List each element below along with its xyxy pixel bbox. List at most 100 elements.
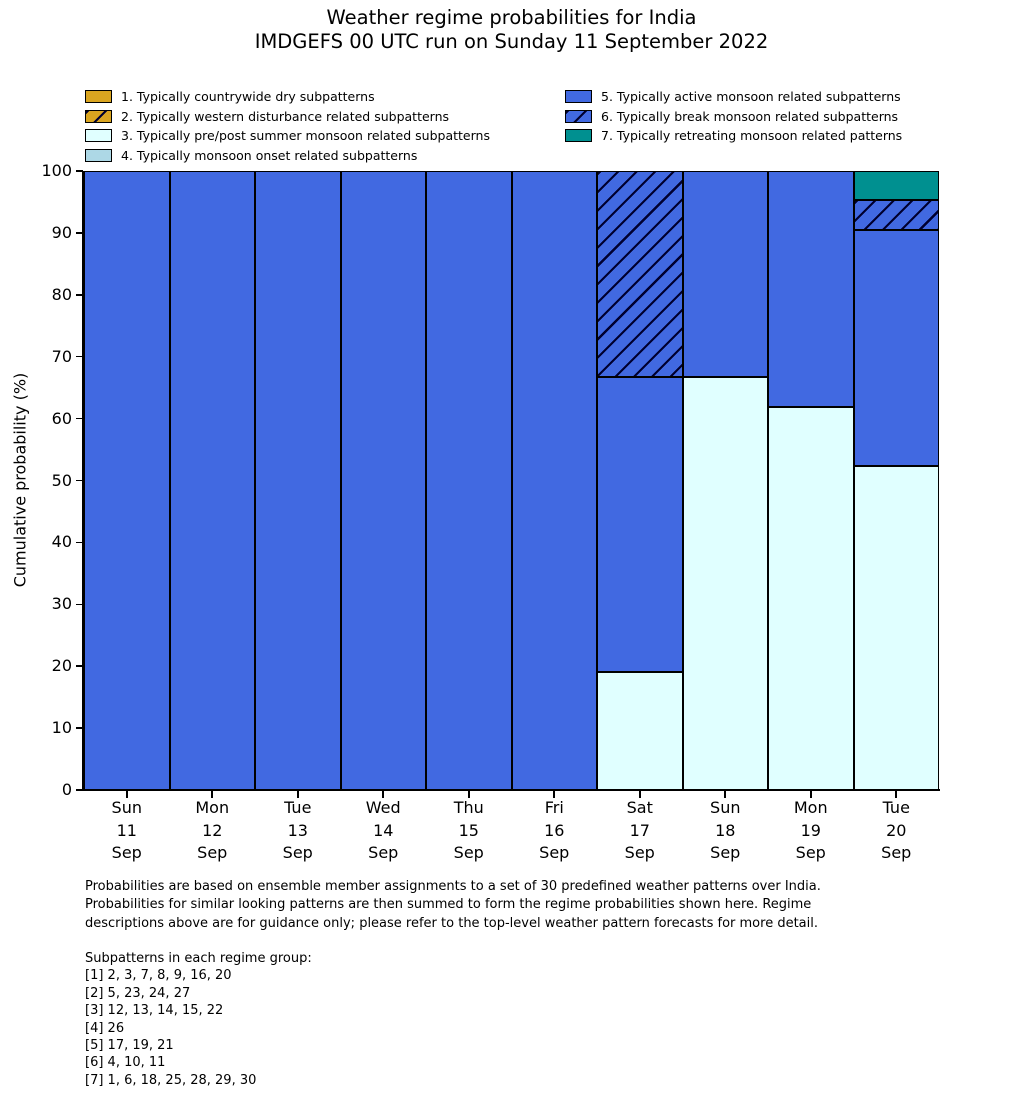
x-tick-label-day: Mon [793,798,828,817]
subpattern-group-line: [2] 5, 23, 24, 27 [85,985,191,1001]
bar-segment-regime-5 [340,171,426,790]
footnote-text: Probabilities are based on ensemble memb… [85,878,821,933]
bar-segment-regime-3 [682,377,768,790]
bar-segment-regime-7 [853,171,939,201]
x-tick-label-day: Tue [882,798,910,817]
x-tick-label-date: 18 [715,820,736,840]
bar-fri-16sep [511,171,597,790]
bar-sat-17sep [597,171,683,790]
bar-segment-regime-6 [853,200,939,230]
bar-segment-regime-6 [597,171,683,378]
x-tick-mark [724,791,727,798]
y-tick-mark [75,541,83,544]
legend-label: 7. Typically retreating monsoon related … [601,128,903,144]
x-tick-label-date: 14 [373,820,394,840]
y-tick-mark [75,603,83,606]
x-tick-label: Sat 17 Sep [597,797,683,865]
legend-label: 6. Typically break monsoon related subpa… [601,108,899,124]
legend-swatch [565,109,592,123]
y-tick-label: 70 [51,346,72,366]
y-tick-label: 50 [51,470,72,490]
x-axis-spine [82,789,941,791]
chart-title: Weather regime probabilities for India I… [84,6,939,54]
x-tick-label-month: Sep [795,843,826,862]
bar-segment-regime-5 [169,171,255,790]
x-tick-label-day: Sun [111,798,142,817]
x-tick-label-date: 19 [800,820,821,840]
x-tick-label-month: Sep [710,843,741,862]
x-tick-mark [895,791,898,798]
x-tick-label-month: Sep [539,843,570,862]
legend-swatch [85,129,112,143]
subpattern-group-line: [5] 17, 19, 21 [85,1038,174,1054]
x-tick-mark [211,791,214,798]
y-tick-label: 40 [51,532,72,552]
bar-segment-regime-5 [84,171,170,790]
legend-item: 4. Typically monsoon onset related subpa… [85,146,490,166]
x-tick-label-month: Sep [282,843,313,862]
x-tick-label: Tue 13 Sep [255,797,341,865]
x-tick-label-day: Wed [365,798,401,817]
bar-segment-regime-5 [768,171,854,407]
x-tick-label: Sun 11 Sep [84,797,170,865]
y-tick-label: 90 [51,222,72,242]
x-tick-mark [809,791,812,798]
bar-tue-20sep [853,171,939,790]
y-tick-label: 30 [51,594,72,614]
bar-tue-13sep [255,171,341,790]
bar-segment-regime-5 [682,171,768,378]
x-tick-label-day: Sat [626,798,653,817]
legend-item: 2. Typically western disturbance related… [85,107,490,127]
x-tick-label: Tue 20 Sep [854,797,940,865]
chart-title-line1: Weather regime probabilities for India [326,6,697,29]
footnote-line2: Probabilities for similar looking patter… [85,897,812,913]
y-tick-label: 0 [61,780,72,799]
subpattern-group-line: [3] 12, 13, 14, 15, 22 [85,1003,224,1019]
legend-swatch [565,90,592,104]
subpattern-group-line: [6] 4, 10, 11 [85,1055,166,1071]
bar-thu-15sep [426,171,512,790]
y-tick-label: 20 [51,656,72,676]
legend-label: 3. Typically pre/post summer monsoon rel… [121,128,490,144]
x-tick-label: Mon 12 Sep [170,797,256,865]
x-tick-label-day: Sun [710,798,741,817]
x-tick-label-date: 20 [886,820,907,840]
x-tick-label-month: Sep [197,843,228,862]
subpattern-group-line: [1] 2, 3, 7, 8, 9, 16, 20 [85,968,232,984]
x-tick-label-date: 17 [629,820,650,840]
x-tick-mark [467,791,470,798]
x-tick-label-month: Sep [624,843,655,862]
x-tick-mark [553,791,556,798]
x-tick-mark [296,791,299,798]
y-tick-label: 100 [41,161,72,180]
x-tick-label-day: Thu [453,798,484,817]
bar-sun-18sep [682,171,768,790]
x-tick-mark [638,791,641,798]
y-tick-mark [75,170,83,172]
y-tick-mark [75,479,83,482]
bar-segment-regime-3 [597,672,683,790]
x-tick-label-date: 13 [287,820,308,840]
x-tick-label: Thu 15 Sep [426,797,512,865]
legend-label: 2. Typically western disturbance related… [121,108,450,124]
x-tick-mark [125,791,128,798]
y-tick-mark [75,789,83,791]
x-tick-label-date: 11 [116,820,137,840]
y-tick-label: 60 [51,408,72,428]
legend-item: 6. Typically break monsoon related subpa… [565,107,902,127]
y-tick-mark [75,727,83,729]
y-tick-label: 10 [51,718,72,738]
stacked-bar-plot [84,171,939,790]
legend-column-right: 5. Typically active monsoon related subp… [565,87,902,146]
subpattern-group-line: [7] 1, 6, 18, 25, 28, 29, 30 [85,1072,257,1088]
subpatterns-heading: Subpatterns in each regime group: [85,951,312,966]
legend-swatch [85,109,112,123]
bar-segment-regime-5 [426,171,512,790]
legend-label: 4. Typically monsoon onset related subpa… [121,147,418,163]
legend-swatch [85,90,112,104]
x-tick-label-month: Sep [881,843,912,862]
x-tick-label-month: Sep [453,843,484,862]
x-tick-label-month: Sep [368,843,399,862]
bar-segment-regime-3 [768,406,854,790]
bar-segment-regime-5 [255,171,341,790]
